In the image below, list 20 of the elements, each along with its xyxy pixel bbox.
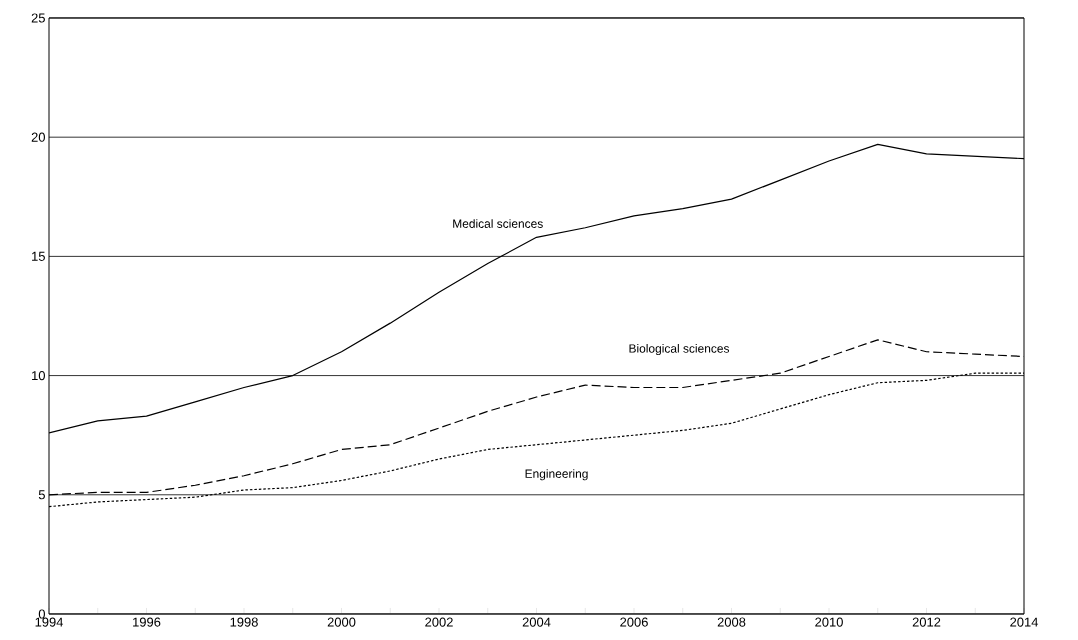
- x-tick-label: 2002: [425, 617, 453, 627]
- y-tick-label: 25: [31, 13, 45, 23]
- y-tick-label: 5: [38, 490, 45, 500]
- text: Biological sciences: [629, 343, 730, 356]
- x-tick-label: 2006: [620, 617, 648, 627]
- x-tick-label: 2004: [522, 617, 551, 627]
- x-tick-label: 2000: [327, 617, 356, 627]
- x-tick-label: 2008: [717, 617, 746, 627]
- x-tick-label: 1996: [133, 617, 161, 627]
- series-label: Medical sciences: [453, 219, 543, 228]
- x-tick-label: 1994: [35, 617, 64, 627]
- y-tick-label: 10: [32, 371, 45, 381]
- y-tick-label: 20: [31, 132, 45, 142]
- series-label: Engineering: [525, 469, 588, 481]
- x-tick-label: 2014: [1010, 617, 1039, 627]
- x-tick-label: 2012: [912, 617, 941, 627]
- y-tick-label: 0: [38, 609, 45, 619]
- x-tick-label: 2010: [815, 617, 843, 627]
- x-tick-label: 1998: [230, 617, 258, 627]
- y-tick-label: 15: [32, 251, 45, 261]
